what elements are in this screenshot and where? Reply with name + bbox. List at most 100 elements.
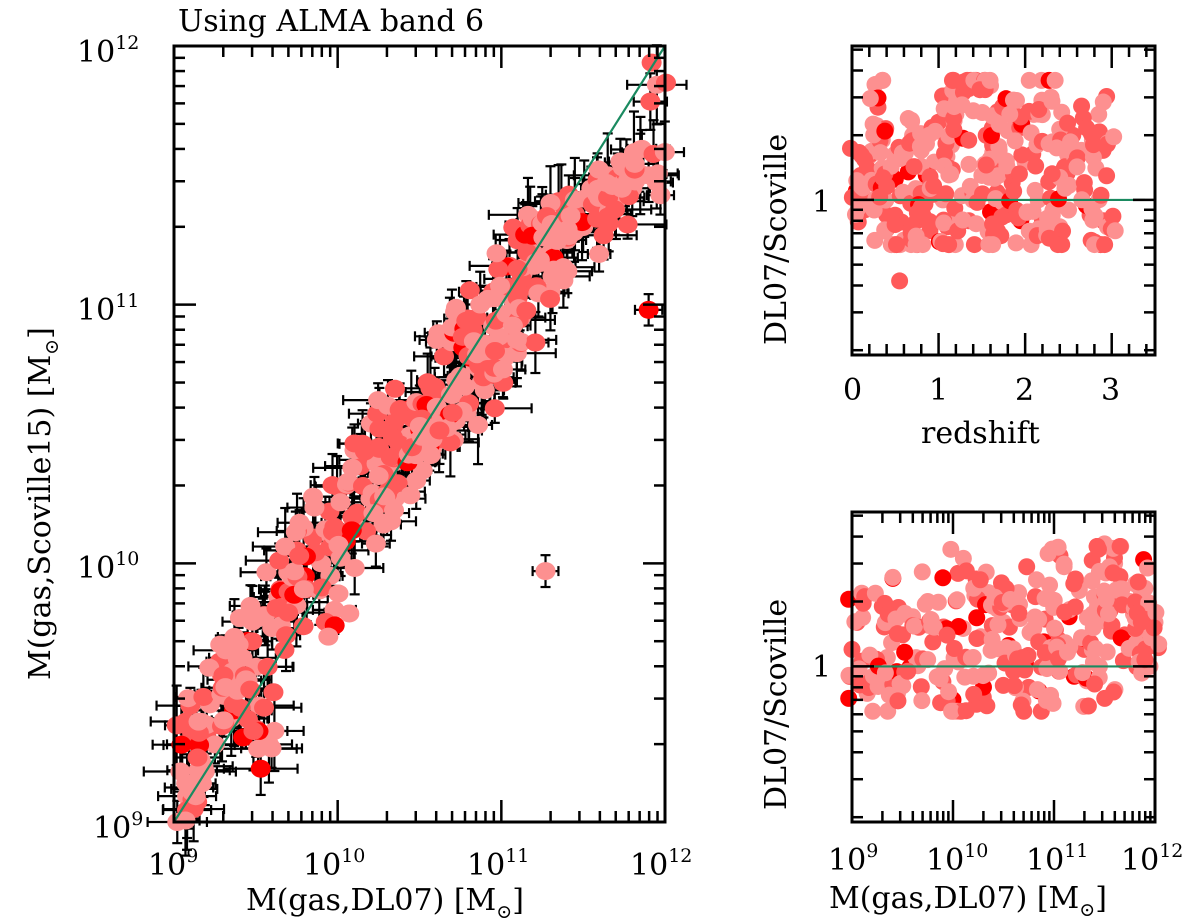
main-x-tick-label-1e11: 1011	[467, 845, 529, 883]
data-point	[903, 113, 921, 131]
data-point	[888, 625, 906, 643]
data-point	[484, 399, 505, 418]
mass-y-axis-label: DL07/Scoville	[759, 599, 794, 810]
data-point	[912, 678, 930, 696]
data-point	[876, 122, 894, 140]
data-point	[264, 721, 285, 740]
data-point	[1007, 234, 1025, 252]
main-x-tick-label-1e10: 1010	[303, 845, 365, 883]
data-point	[914, 207, 932, 225]
data-point	[293, 617, 314, 636]
data-point	[1111, 537, 1129, 555]
data-point	[914, 236, 932, 254]
data-point	[962, 649, 980, 667]
data-point	[229, 609, 250, 628]
data-point	[942, 540, 960, 558]
data-point	[303, 487, 324, 506]
data-point	[445, 298, 466, 317]
data-point	[223, 695, 244, 714]
data-point	[516, 301, 537, 320]
data-point	[381, 512, 402, 531]
data-point	[1045, 591, 1063, 609]
data-point	[935, 214, 953, 232]
data-point	[1059, 643, 1077, 661]
data-point	[330, 493, 351, 512]
data-point	[240, 596, 261, 615]
data-point	[461, 313, 482, 332]
data-point	[1060, 201, 1077, 219]
ratio-vs-redshift-panel: 0 1 2 3 1 redshift DL07/Scoville	[759, 44, 1157, 451]
data-point	[1010, 604, 1028, 622]
data-point	[454, 377, 475, 396]
data-point	[1084, 605, 1102, 623]
data-point	[284, 562, 305, 581]
redshift-y-axis-label: DL07/Scoville	[759, 134, 794, 345]
data-point	[1150, 635, 1168, 653]
data-point	[887, 236, 905, 254]
data-point	[322, 476, 343, 495]
data-point	[412, 461, 433, 480]
data-point	[1038, 660, 1056, 678]
data-point	[928, 668, 946, 686]
data-point	[1046, 619, 1064, 637]
data-point	[905, 617, 923, 635]
data-point	[913, 563, 931, 581]
data-point	[543, 260, 564, 279]
data-point	[256, 563, 277, 582]
data-point	[1018, 203, 1036, 221]
redshift-x-tick-label-3: 3	[1101, 373, 1120, 408]
data-point	[400, 486, 421, 505]
data-point	[960, 155, 978, 173]
data-point	[557, 220, 578, 239]
data-point	[328, 535, 349, 554]
data-point	[967, 215, 985, 233]
data-point	[1048, 139, 1066, 157]
data-point	[1084, 619, 1102, 637]
data-point	[1018, 558, 1036, 576]
data-point	[1066, 570, 1084, 588]
data-point	[1099, 605, 1117, 623]
data-point	[342, 508, 363, 527]
data-point	[1105, 683, 1123, 701]
data-point	[488, 260, 509, 279]
data-point	[1106, 222, 1124, 240]
data-point	[420, 446, 441, 465]
data-point	[1061, 133, 1079, 151]
data-point	[977, 156, 995, 174]
data-point	[974, 667, 992, 685]
data-point	[974, 185, 992, 203]
data-point	[1030, 100, 1048, 118]
data-point	[925, 177, 943, 195]
data-point	[924, 633, 942, 651]
data-point	[1136, 651, 1154, 669]
data-point	[886, 216, 904, 234]
data-point	[1005, 182, 1023, 200]
main-y-tick-label-1e10: 1010	[77, 548, 139, 586]
main-y-tick-label-1e11: 1011	[77, 290, 139, 328]
data-point	[856, 150, 874, 168]
data-point	[968, 609, 986, 627]
redshift-x-tick-label-2: 2	[1015, 373, 1034, 408]
data-point	[891, 272, 909, 290]
data-point	[490, 276, 511, 295]
data-point	[934, 569, 952, 587]
main-panel: Using ALMA band 6 109 1010 1011 1012 109…	[23, 4, 692, 923]
data-point	[989, 616, 1007, 634]
data-point	[187, 748, 208, 767]
data-point	[646, 173, 667, 192]
data-point	[640, 92, 661, 111]
data-point	[1084, 211, 1102, 229]
data-point	[1098, 167, 1116, 185]
data-point	[474, 381, 495, 400]
data-point	[459, 281, 480, 300]
data-point	[507, 259, 528, 278]
data-point	[486, 244, 507, 263]
redshift-points	[841, 71, 1124, 290]
data-point	[1104, 207, 1122, 225]
data-point	[344, 558, 365, 577]
data-point	[492, 360, 513, 379]
mass-points	[840, 535, 1168, 720]
data-point	[1015, 702, 1033, 720]
data-point	[925, 618, 943, 636]
data-point	[1084, 136, 1102, 154]
